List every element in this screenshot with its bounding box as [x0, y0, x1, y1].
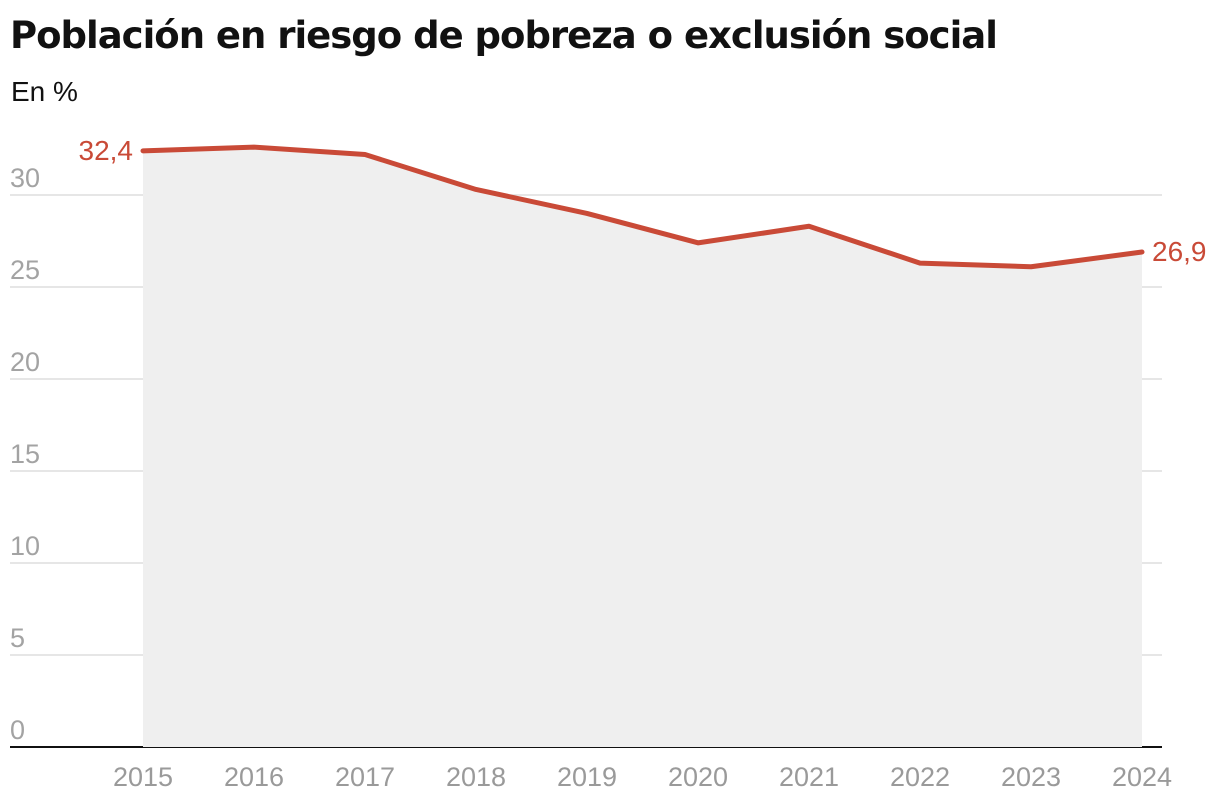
y-tick-label: 30: [10, 163, 40, 193]
y-tick-label: 20: [10, 347, 40, 377]
data-labels: 32,4 26,9: [79, 135, 1207, 267]
end-value-label: 26,9: [1152, 236, 1207, 267]
area-fill: [143, 147, 1142, 747]
area-layer: [143, 147, 1142, 747]
x-tick-label: 2023: [1001, 762, 1061, 792]
y-tick-label: 15: [10, 439, 40, 469]
x-tick-label: 2024: [1112, 762, 1172, 792]
x-axis-ticks: 2015 2016 2017 2018 2019 2020 2021 2022 2023 2024: [113, 762, 1172, 792]
x-tick-label: 2016: [224, 762, 284, 792]
chart-title: Población en riesgo de pobreza o exclusi…: [10, 14, 998, 57]
x-tick-label: 2015: [113, 762, 173, 792]
y-tick-label: 5: [10, 623, 25, 653]
y-axis-ticks: 0 5 10 15 20 25 30: [10, 163, 40, 745]
x-tick-label: 2021: [779, 762, 839, 792]
y-tick-label: 0: [10, 715, 25, 745]
series-line: [140, 144, 1145, 270]
line-layer: [140, 144, 1145, 270]
start-value-label: 32,4: [79, 135, 134, 166]
y-tick-label: 25: [10, 255, 40, 285]
x-tick-label: 2019: [557, 762, 617, 792]
x-tick-label: 2020: [668, 762, 728, 792]
x-tick-label: 2018: [446, 762, 506, 792]
x-tick-label: 2022: [890, 762, 950, 792]
y-tick-label: 10: [10, 531, 40, 561]
chart-subtitle: En %: [11, 76, 78, 107]
x-tick-label: 2017: [335, 762, 395, 792]
